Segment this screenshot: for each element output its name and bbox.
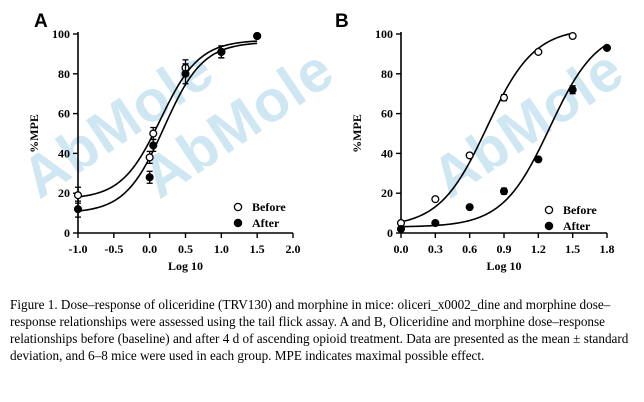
panel-a-legend-marker-after (233, 218, 243, 228)
panel-b-point-after (602, 43, 612, 52)
panel-b-legend-marker-before (544, 205, 554, 215)
panel-a-x-axis-label: Log 10 (168, 259, 203, 273)
panel-a-y-tick-label: 20 (58, 186, 70, 200)
panel-a-letter: A (34, 11, 48, 32)
panel-b-x-tick-label: 0.9 (497, 242, 512, 256)
panel-b-y-tick-label: 80 (381, 67, 393, 81)
panel-a-y-tick-label: 60 (58, 107, 70, 121)
figure-caption: Figure 1. Dose–response of oliceridine (… (10, 297, 629, 363)
panel-b-y-tick-label: 60 (381, 107, 393, 121)
panel-b-point-before (465, 151, 474, 160)
panel-a-point-after (181, 69, 190, 78)
panel-a-x-tick-label: -0.5 (104, 242, 123, 256)
panel-a-x-tick-label: 2.0 (286, 242, 301, 256)
panel-a-point-before (145, 153, 154, 162)
panel-b-y-tick-label: 40 (381, 146, 393, 160)
panel-a-y-tick-label: 80 (58, 67, 70, 81)
panel-a-point-after (149, 141, 158, 150)
panel-b-point-before (534, 47, 543, 56)
panel-b-y-tick-label: 20 (381, 186, 393, 200)
panel-a-point-after (73, 205, 83, 214)
panel-b-y-tick-label: 0 (387, 226, 393, 240)
panel-a-point-before (149, 129, 158, 138)
panel-b-y-axis-label: %MPE (350, 114, 364, 153)
panel-b-point-after (499, 187, 509, 196)
panel-b-y-tick-label: 100 (375, 27, 393, 41)
chart-svg: A 0 20 40 60 80 100 -1.0 -0.5 0.0 0.5 1.0 1.5 2.0 Log … (27, 11, 615, 273)
panel-b-point-after (396, 224, 406, 234)
panel-b-legend-label-before: Before (563, 203, 597, 217)
panel-b-legend-label-after: After (563, 219, 591, 233)
panel-b-x-tick-label: 0.0 (394, 242, 409, 256)
panel-a-y-tick-label: 0 (64, 226, 70, 240)
panel-b-legend-marker-after (544, 221, 554, 231)
panel-a-y-tick-label: 100 (52, 27, 70, 41)
panel-b-x-tick-label: 1.2 (531, 242, 546, 256)
panel-b-letter: B (335, 11, 349, 32)
panel-a-x-tick-label: 1.5 (250, 242, 265, 256)
panel-a-x-tick-label: 1.0 (214, 242, 229, 256)
panel-b-x-tick-label: 0.6 (462, 242, 477, 256)
panel-b-point-after (465, 203, 474, 212)
panel-a-x-tick-label: -1.0 (69, 242, 88, 256)
panel-a-point-before (73, 191, 83, 200)
panel-b-point-after (534, 155, 543, 164)
panel-a-legend-label-before: Before (252, 200, 286, 214)
panel-a-point-after (217, 47, 226, 56)
panel-a-legend-marker-before (233, 202, 243, 212)
panel-a-fit-curve-before (77, 40, 258, 198)
panel-a-legend-label-after: After (252, 216, 280, 230)
panel-b-point-after (431, 219, 440, 228)
panel-a-x-tick-label: 0.0 (142, 242, 157, 256)
panel-a-point-after (145, 173, 154, 182)
panel-b-x-tick-label: 0.3 (428, 242, 443, 256)
panel-a-x-tick-label: 0.5 (178, 242, 193, 256)
panel-b-point-before (431, 195, 440, 204)
panel-b-fit-curve-before (400, 33, 573, 223)
panel-a-y-tick-label: 40 (58, 146, 70, 160)
panel-b-x-axis-label: Log 10 (486, 259, 521, 273)
panel-b-point-before (568, 31, 577, 41)
panel-a-fit-curve-after (77, 42, 258, 212)
panel-b-point-before (499, 93, 509, 102)
panel-b-x-tick-label: 1.5 (565, 242, 580, 256)
panel-b-point-after (568, 85, 577, 94)
panel-b-x-tick-label: 1.8 (600, 242, 615, 256)
panel-a-y-axis-label: %MPE (27, 114, 41, 153)
panel-a-point-after (253, 31, 262, 41)
